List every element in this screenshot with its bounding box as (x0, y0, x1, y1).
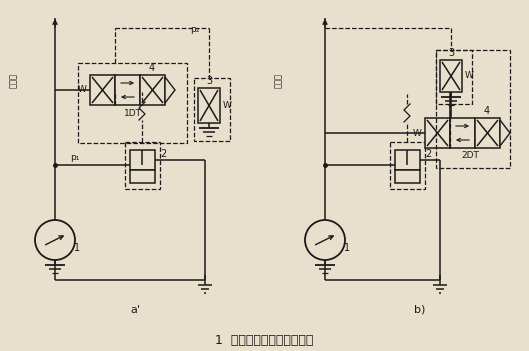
Text: 1DT: 1DT (123, 108, 141, 118)
Text: 3: 3 (448, 48, 454, 58)
Text: W: W (413, 128, 422, 138)
Bar (395, 150, 420, 170)
Text: 1: 1 (344, 243, 350, 253)
Bar (78, 63, 187, 143)
Bar (450, 118, 475, 148)
Bar (436, 50, 472, 104)
Bar (395, 170, 420, 183)
Text: p₁: p₁ (70, 153, 80, 163)
Bar (194, 78, 230, 141)
Text: 仕系统: 仕系统 (8, 73, 17, 87)
Text: 1  双溢流阀式二级调压回路: 1 双溢流阀式二级调压回路 (215, 333, 313, 346)
Bar (115, 75, 140, 105)
Text: 4: 4 (484, 106, 490, 116)
Text: 2: 2 (160, 149, 166, 159)
Text: 3: 3 (206, 76, 212, 86)
Bar (130, 170, 155, 183)
Bar (140, 75, 165, 105)
Text: W: W (223, 100, 232, 110)
Text: 仕系统: 仕系统 (273, 73, 282, 87)
Text: 4: 4 (149, 63, 155, 73)
Text: b): b) (414, 305, 426, 315)
Text: 2DT: 2DT (462, 152, 479, 160)
Bar (475, 118, 500, 148)
Text: a': a' (130, 305, 140, 315)
Text: 1: 1 (74, 243, 80, 253)
Polygon shape (500, 120, 510, 146)
Bar (90, 75, 115, 105)
Bar (436, 50, 510, 168)
Text: p₂: p₂ (190, 26, 199, 34)
Bar (440, 60, 462, 92)
Bar (125, 142, 160, 189)
Bar (425, 118, 450, 148)
Bar (390, 142, 425, 189)
Bar (198, 88, 220, 123)
Text: 2: 2 (425, 149, 431, 159)
Polygon shape (165, 77, 175, 103)
Circle shape (35, 220, 75, 260)
Bar (130, 150, 155, 170)
Circle shape (305, 220, 345, 260)
Text: W: W (464, 72, 473, 80)
Text: W: W (78, 86, 86, 94)
